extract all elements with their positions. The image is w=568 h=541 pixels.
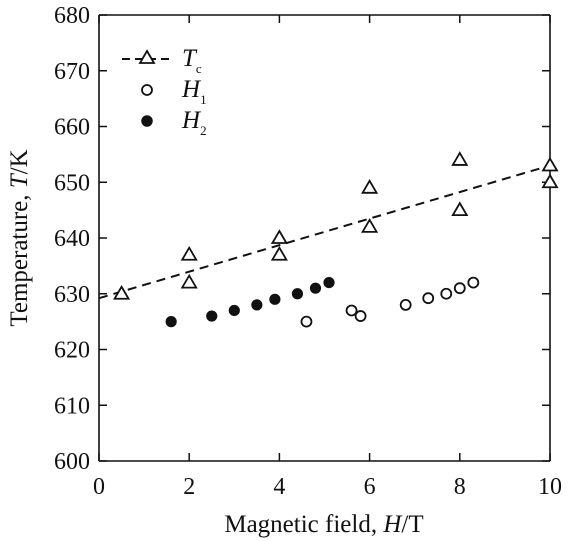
point-h1 (345, 304, 358, 317)
legend: Tc H1 H2 (122, 45, 207, 138)
tc-trend-line (98, 164, 551, 300)
point-h1 (399, 298, 412, 311)
point-h1 (300, 315, 313, 328)
plot-area: 0 2 4 6 8 10 600 610 620 630 640 650 660 670 680 (54, 3, 562, 500)
x-tick-label: 0 (93, 474, 105, 500)
y-tick-label: 620 (54, 338, 90, 364)
y-tick-label: 600 (54, 449, 90, 475)
point-tc (451, 151, 469, 166)
x-axis-title: Magnetic field, H/T (224, 511, 423, 538)
point-tc (112, 284, 131, 300)
y-tick-label: 640 (54, 226, 90, 252)
point-h1 (354, 310, 367, 322)
point-h1 (422, 292, 435, 305)
point-h2 (228, 304, 240, 317)
x-tick-label: 8 (454, 474, 466, 500)
point-h2 (206, 310, 218, 322)
legend-label-h1: H1 (181, 76, 207, 107)
point-h2 (309, 282, 322, 294)
point-tc (361, 179, 379, 194)
point-tc (361, 218, 379, 233)
legend-entry-h2: H2 (141, 107, 207, 138)
point-h2 (269, 293, 281, 305)
y-tick-label: 680 (54, 3, 90, 29)
point-h2 (251, 299, 263, 311)
legend-entry-tc: Tc (122, 45, 202, 76)
data-points (112, 151, 559, 328)
point-tc (541, 156, 559, 172)
point-tc (451, 201, 469, 217)
legend-triangle-marker (138, 49, 156, 64)
x-tick-label: 4 (273, 474, 285, 500)
point-h1 (440, 287, 453, 300)
point-h2 (291, 288, 304, 300)
x-ticks: 0 2 4 6 8 10 (93, 15, 562, 500)
y-tick-label: 660 (54, 115, 90, 141)
legend-entry-h1: H1 (141, 76, 207, 107)
point-tc (541, 173, 559, 189)
y-ticks: 600 610 620 630 640 650 660 670 680 (54, 3, 550, 475)
point-h2 (165, 316, 177, 328)
point-h1 (453, 282, 466, 295)
x-tick-label: 10 (538, 474, 562, 500)
y-tick-label: 610 (54, 393, 90, 419)
fit-lines (98, 164, 551, 300)
point-tc (270, 229, 288, 244)
x-tick-label: 6 (364, 474, 376, 500)
x-tick-label: 2 (183, 474, 195, 500)
y-tick-label: 650 (54, 170, 90, 196)
legend-filled-circle-marker (141, 115, 153, 127)
y-tick-label: 670 (54, 59, 90, 85)
legend-label-tc: Tc (182, 45, 202, 76)
point-tc (180, 245, 198, 261)
y-tick-label: 630 (54, 282, 90, 308)
point-tc (180, 273, 198, 289)
y-axis-title: Temperature, T/K (6, 149, 33, 326)
point-h1 (467, 276, 480, 289)
legend-open-circle-marker (141, 84, 153, 96)
legend-label-h2: H2 (181, 107, 207, 138)
point-tc (270, 245, 288, 261)
point-h2 (323, 277, 335, 289)
